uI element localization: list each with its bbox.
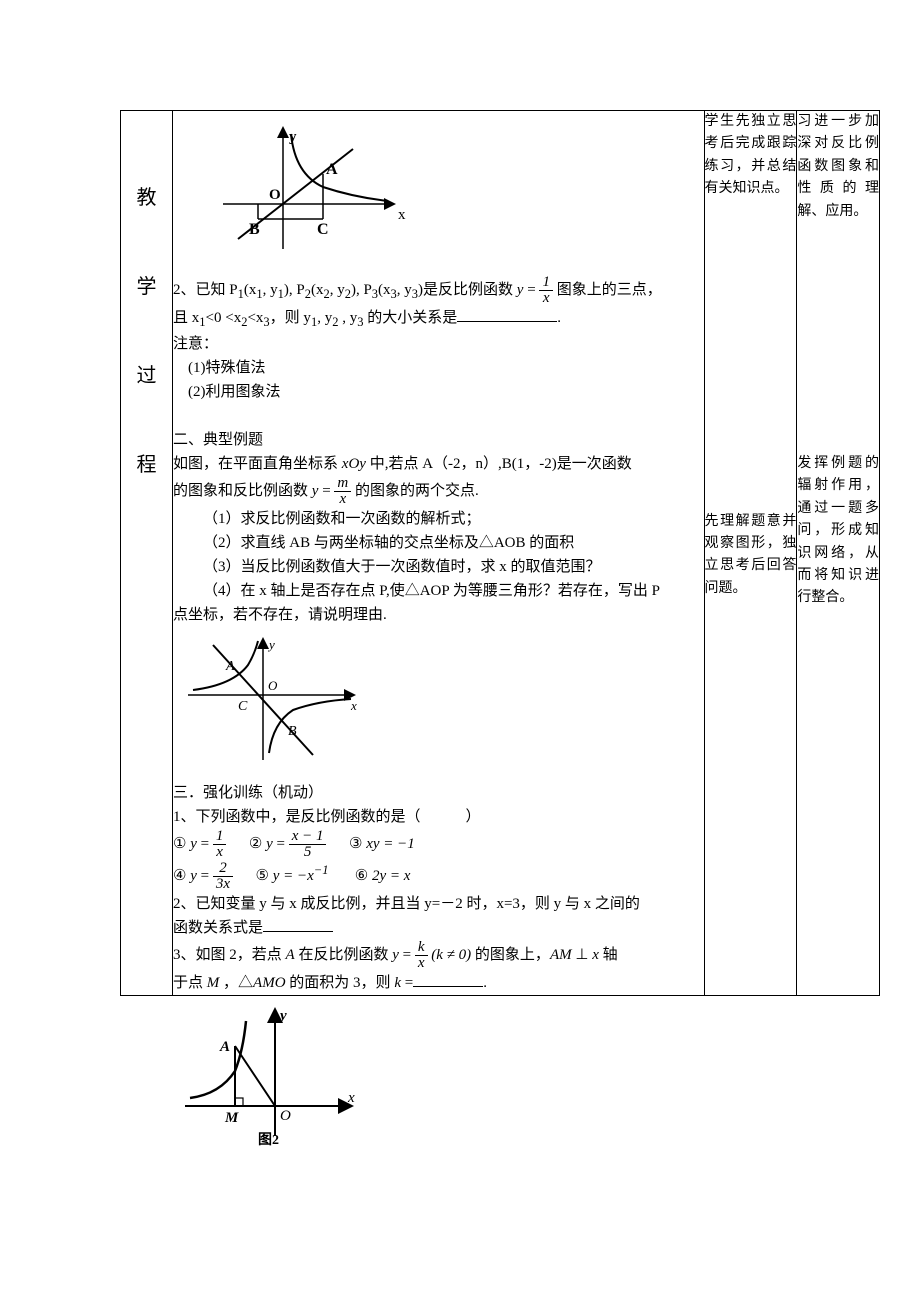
- sidebar-char: 学: [121, 240, 172, 329]
- training-q3-line2: 于点 M ，△AMO 的面积为 3，则 k =.: [173, 971, 704, 995]
- text: 2、已知 P: [173, 282, 238, 298]
- axis-x-label: x: [347, 1090, 355, 1106]
- main-content: y x O A B C 2、已知 P1(x1, y1), P2(x2, y2),…: [173, 111, 705, 996]
- sidebar-char: 过: [121, 329, 172, 418]
- activity-p1: 学生先独立思考后完成跟踪练习，并总结有关知识点。: [705, 111, 797, 201]
- example-title: 二、典型例题: [173, 428, 704, 452]
- method-2: (2)利用图象法: [173, 380, 704, 404]
- note-label: 注意：: [173, 332, 704, 356]
- activity-column: 学生先独立思考后完成跟踪练习，并总结有关知识点。 先理解题意并观察图形，独立思考…: [704, 111, 797, 996]
- training-q3-line1: 3、如图 2，若点 A 在反比例函数 y = kx (k ≠ 0) 的图象上，A…: [173, 940, 704, 971]
- point-b-label: B: [249, 221, 260, 238]
- sidebar-char: 程: [121, 418, 172, 507]
- origin-label: O: [269, 187, 281, 203]
- intent-p1: 习进一步加深对反比例函数图象和性质的理解、应用。: [797, 111, 879, 223]
- training-choices-row2: ④ y = 23x ⑤ y = −x−1 ⑥ 2y = x: [173, 860, 704, 892]
- activity-p2: 先理解题意并观察图形，独立思考后回答问题。: [705, 511, 797, 601]
- figure-3-caption: 图2: [258, 1132, 279, 1146]
- figure-2: y x O A B C: [183, 635, 704, 773]
- axis-x-label: x: [398, 207, 406, 223]
- example-q4b: 点坐标，若不存在，请说明理由.: [173, 603, 704, 627]
- method-1: (1)特殊值法: [173, 356, 704, 380]
- point-c-label: C: [317, 221, 329, 238]
- example-q1: （1）求反比例函数和一次函数的解析式；: [173, 507, 704, 531]
- example-q2: （2）求直线 AB 与两坐标轴的交点坐标及△AOB 的面积: [173, 531, 704, 555]
- training-title: 三．强化训练（机动）: [173, 781, 704, 805]
- figure-1: y x O A B C: [213, 119, 704, 267]
- example-line1: 如图，在平面直角坐标系 xOy 中,若点 A（-2，n）,B(1，-2)是一次函…: [173, 452, 704, 476]
- question-2-line2: 且 x1<0 <x2<x3，则 y1, y2 , y3 的大小关系是.: [173, 306, 704, 332]
- axis-x-label: x: [350, 698, 357, 713]
- training-choices-row1: ① y = 1x ② y = x − 15 ③ xy = −1: [173, 829, 704, 860]
- training-q2a: 2、已知变量 y 与 x 成反比例，并且当 y=－2 时，x=3，则 y 与 x…: [173, 892, 704, 916]
- blank: [413, 971, 483, 987]
- blank: [263, 916, 333, 932]
- origin-label: O: [280, 1108, 291, 1124]
- point-c-label: C: [238, 699, 248, 714]
- intent-column: 习进一步加深对反比例函数图象和性质的理解、应用。 发挥例题的辐射作用，通过一题多…: [797, 111, 880, 996]
- blank: [457, 306, 557, 322]
- sidebar-label: 教 学 过 程: [121, 111, 172, 547]
- sidebar-char: 教: [121, 151, 172, 240]
- point-b-label: B: [288, 724, 297, 739]
- point-a-label: A: [225, 659, 235, 674]
- point-a-label: A: [219, 1039, 230, 1055]
- point-a-label: A: [326, 161, 338, 178]
- example-q3: （3）当反比例函数值大于一次函数值时，求 x 的取值范围？: [173, 555, 704, 579]
- page: 教 学 过 程 y x O A: [0, 110, 920, 1151]
- axis-y-label: y: [267, 637, 275, 652]
- axis-y-label: y: [278, 1008, 287, 1024]
- layout-table: 教 学 过 程 y x O A: [120, 110, 880, 996]
- figure-2-svg: y x O A B C: [183, 635, 363, 765]
- point-m-label: M: [224, 1110, 239, 1126]
- intent-p2: 发挥例题的辐射作用，通过一题多问，形成知识网络，从而将知识进行整合。: [797, 453, 879, 610]
- question-2: 2、已知 P1(x1, y1), P2(x2, y2), P3(x3, y3)是…: [173, 275, 704, 306]
- sidebar-column: 教 学 过 程: [121, 111, 173, 996]
- axis-y-label: y: [289, 129, 297, 145]
- example-line2: 的图象和反比例函数 y = mx 的图象的两个交点.: [173, 476, 704, 507]
- training-q1: 1、下列函数中，是反比例函数的是（ ）: [173, 805, 704, 829]
- figure-3: y x O A M 图2: [180, 1006, 920, 1151]
- figure-3-svg: y x O A M 图2: [180, 1006, 360, 1146]
- origin-label: O: [268, 678, 278, 693]
- figure-1-svg: y x O A B C: [213, 119, 413, 259]
- training-q2b: 函数关系式是: [173, 916, 704, 940]
- example-q4a: （4）在 x 轴上是否存在点 P,使△AOP 为等腰三角形？若存在，写出 P: [173, 579, 704, 603]
